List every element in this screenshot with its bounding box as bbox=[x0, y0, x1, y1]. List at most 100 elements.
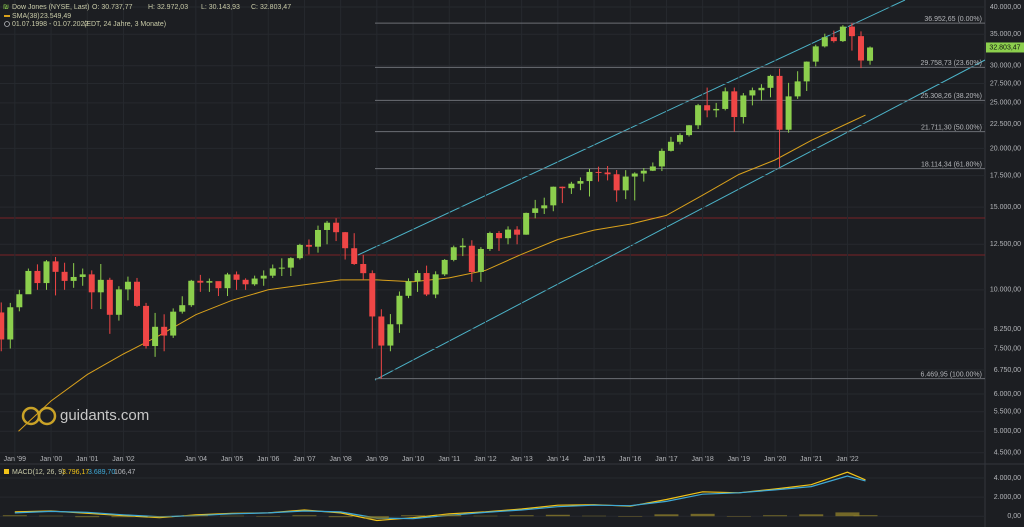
x-tick-label: Jan '01 bbox=[76, 456, 98, 463]
candle-body bbox=[34, 270, 41, 284]
candle-body bbox=[314, 229, 321, 247]
histogram-bar bbox=[799, 514, 824, 517]
candle-body bbox=[477, 248, 484, 273]
histogram-bar bbox=[328, 516, 353, 518]
candle-body bbox=[649, 166, 656, 171]
y-tick-label: 6.750,00 bbox=[994, 367, 1021, 374]
candle-body bbox=[830, 37, 837, 42]
x-tick-label: Jan '04 bbox=[185, 456, 207, 463]
y-tick-label: 22.500,00 bbox=[990, 121, 1021, 128]
x-tick-label: Jan '21 bbox=[800, 456, 822, 463]
logo-icon bbox=[37, 406, 57, 426]
timezone: (EDT, 24 Jahre, 3 Monate) bbox=[84, 21, 166, 28]
histogram-bar bbox=[401, 515, 426, 517]
histogram-value: 106,47 bbox=[114, 469, 136, 476]
candle-body bbox=[324, 222, 331, 230]
candle-body bbox=[287, 258, 294, 268]
histogram-bar bbox=[690, 513, 715, 517]
candle-body bbox=[414, 273, 421, 282]
histogram-bar bbox=[256, 516, 281, 517]
histogram-bar bbox=[654, 514, 679, 517]
candle-body bbox=[133, 281, 140, 306]
candle-body bbox=[233, 274, 240, 280]
x-tick-label: Jan '00 bbox=[40, 456, 62, 463]
histogram-bar bbox=[364, 516, 389, 519]
candle-body bbox=[586, 171, 593, 182]
candle-body bbox=[333, 222, 340, 233]
last-price-tag bbox=[986, 42, 1024, 53]
last-price-label: 32.803,47 bbox=[989, 44, 1020, 51]
histogram-bar bbox=[220, 515, 245, 517]
candle-body bbox=[686, 125, 693, 136]
x-tick-label: Jan '06 bbox=[257, 456, 279, 463]
symbol-icon: ₪ bbox=[3, 4, 9, 11]
x-tick-label: Jan '02 bbox=[112, 456, 134, 463]
candle-body bbox=[450, 247, 457, 260]
candle-body bbox=[79, 274, 86, 277]
sma-line bbox=[18, 114, 866, 432]
low-value: L: 30.143,93 bbox=[201, 4, 240, 11]
y-tick-label: 5.500,00 bbox=[994, 409, 1021, 416]
histogram-bar bbox=[473, 515, 498, 517]
candle-body bbox=[88, 274, 95, 293]
x-tick-label: Jan '18 bbox=[691, 456, 713, 463]
candle-body bbox=[251, 278, 258, 285]
y-tick-label: 30.000,00 bbox=[990, 63, 1021, 70]
macd-value: 3.796,17 bbox=[62, 469, 89, 476]
x-tick-label: Jan '99 bbox=[4, 456, 26, 463]
candle-body bbox=[740, 95, 747, 118]
histogram-bar bbox=[147, 516, 172, 518]
y-tick-label: 0,00 bbox=[1007, 513, 1021, 520]
candle-body bbox=[848, 26, 855, 37]
histogram-bar bbox=[545, 514, 570, 517]
period: 01.07.1998 - 01.07.2022 bbox=[12, 21, 88, 28]
candle-body bbox=[803, 61, 810, 82]
histogram-bar bbox=[618, 516, 643, 517]
candle-body bbox=[360, 263, 367, 274]
candle-body bbox=[242, 279, 249, 285]
candle-body bbox=[61, 271, 68, 281]
candle-body bbox=[188, 280, 195, 306]
x-tick-label: Jan '17 bbox=[655, 456, 677, 463]
candle-body bbox=[695, 105, 702, 126]
candle-body bbox=[161, 326, 168, 336]
candle-body bbox=[70, 276, 77, 281]
histogram-bar bbox=[509, 515, 534, 517]
candle-body bbox=[722, 91, 729, 109]
candle-body bbox=[785, 96, 792, 130]
candle-body bbox=[215, 281, 222, 289]
candle-body bbox=[106, 279, 113, 315]
macd-title: MACD(12, 26, 9) bbox=[12, 469, 65, 476]
candle-body bbox=[486, 233, 493, 249]
histogram-bar bbox=[2, 515, 27, 517]
candle-body bbox=[495, 233, 502, 239]
clock-icon bbox=[4, 21, 10, 27]
candle-body bbox=[115, 289, 122, 315]
x-tick-label: Jan '05 bbox=[221, 456, 243, 463]
candle-body bbox=[143, 305, 150, 347]
histogram-bar bbox=[183, 515, 208, 517]
y-tick-label: 15.000,00 bbox=[990, 204, 1021, 211]
candle-body bbox=[523, 212, 530, 235]
fib-level-label: 6.469,95 (100.00%) bbox=[921, 371, 983, 378]
x-tick-label: Jan '15 bbox=[583, 456, 605, 463]
candle-body bbox=[52, 261, 59, 272]
macd-legend-swatch bbox=[4, 469, 9, 474]
candle-body bbox=[532, 208, 539, 213]
sma-legend: SMA(38) bbox=[12, 13, 40, 20]
candle-body bbox=[577, 181, 584, 184]
candle-body bbox=[396, 295, 403, 325]
candle-body bbox=[867, 47, 874, 61]
candle-body bbox=[0, 312, 5, 340]
x-tick-label: Jan '20 bbox=[764, 456, 786, 463]
candle-body bbox=[776, 75, 783, 130]
y-tick-label: 20.000,00 bbox=[990, 145, 1021, 152]
y-tick-label: 2.000,00 bbox=[994, 494, 1021, 501]
y-tick-label: 25.000,00 bbox=[990, 100, 1021, 107]
y-tick-label: 4.500,00 bbox=[994, 450, 1021, 457]
candle-body bbox=[97, 279, 104, 293]
candle-body bbox=[369, 273, 376, 317]
y-tick-label: 4.000,00 bbox=[994, 475, 1021, 482]
